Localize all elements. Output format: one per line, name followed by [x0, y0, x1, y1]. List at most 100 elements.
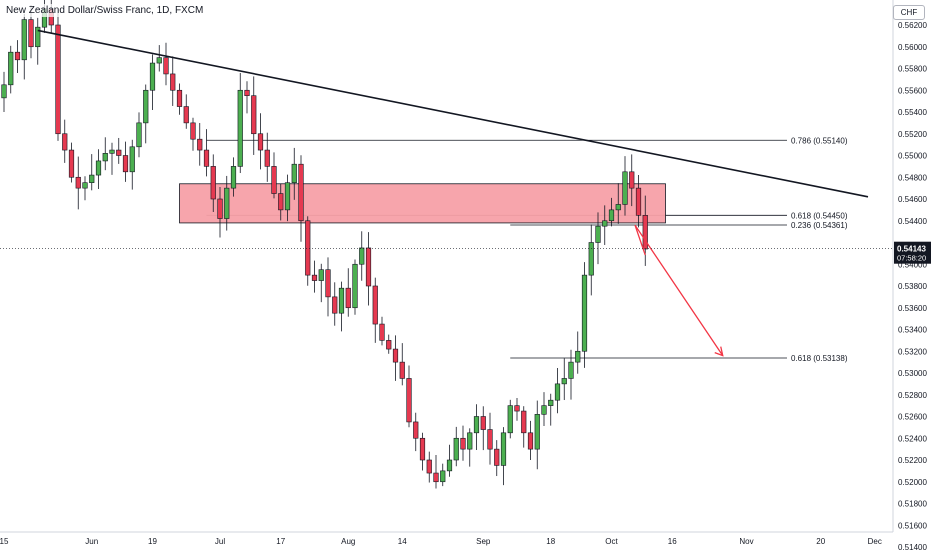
candle	[406, 365, 412, 428]
candle-body	[170, 73, 176, 91]
candle	[75, 156, 81, 210]
candle-body	[28, 19, 34, 48]
candle	[413, 412, 419, 452]
candle	[622, 156, 628, 216]
candle	[514, 398, 520, 421]
candle-body	[89, 174, 95, 183]
candle-body	[514, 405, 520, 412]
candle-body	[527, 432, 534, 450]
candle-body	[21, 19, 27, 61]
candle	[561, 358, 567, 401]
candle	[176, 83, 183, 115]
candle-body	[419, 437, 426, 461]
candle-body	[325, 269, 331, 298]
x-tick-label: Jul	[215, 537, 225, 546]
candle	[615, 183, 621, 224]
x-tick-label: 18	[546, 537, 555, 546]
candle-body	[446, 459, 453, 472]
candle-body	[129, 146, 135, 173]
candle-body	[453, 437, 459, 461]
x-tick-label: 20	[816, 537, 825, 546]
candle-body	[541, 405, 547, 415]
y-tick-label: 0.55200	[898, 130, 927, 139]
last-price-tag	[894, 241, 931, 264]
candle-body	[575, 350, 581, 363]
fib-level-label: 0.786 (0.55140)	[791, 136, 848, 145]
candle	[129, 139, 135, 190]
candle	[440, 463, 446, 487]
candle	[595, 212, 601, 265]
candle-body	[271, 166, 277, 194]
candle-body	[1, 84, 7, 99]
candle-body	[581, 274, 588, 352]
candle-body	[588, 242, 594, 276]
candle	[156, 45, 162, 72]
candle	[629, 154, 635, 207]
chart-title: New Zealand Dollar/Swiss Franc, 1D, FXCM	[4, 4, 206, 17]
candle	[345, 268, 351, 317]
x-tick-label: 14	[398, 537, 407, 546]
candle-body	[473, 416, 480, 434]
candle	[237, 72, 243, 174]
candle	[527, 420, 534, 461]
candle-body	[75, 176, 81, 189]
y-tick-label: 0.53000	[898, 369, 927, 378]
candle	[224, 175, 230, 231]
candle-body	[298, 163, 304, 222]
candle-body	[521, 410, 527, 434]
candle	[575, 331, 581, 374]
candle-body	[284, 182, 291, 211]
candle-body	[163, 57, 169, 75]
y-tick-label: 0.56000	[898, 43, 927, 52]
candle	[568, 349, 574, 400]
y-tick-label: 0.52400	[898, 434, 927, 443]
candle	[399, 343, 405, 386]
candle	[291, 147, 297, 200]
candle	[284, 174, 291, 222]
candle-body	[176, 89, 183, 107]
candle-body	[352, 263, 358, 309]
trend-line	[37, 29, 869, 198]
x-tick-label: Jun	[85, 537, 98, 546]
candle	[386, 334, 392, 354]
candle	[35, 17, 41, 65]
y-tick-label: 0.52200	[898, 456, 927, 465]
candle-body	[278, 193, 284, 211]
candle	[197, 122, 203, 166]
candle-body	[561, 378, 567, 385]
candle	[338, 281, 345, 332]
candle	[271, 152, 277, 199]
x-tick-label: Nov	[739, 537, 753, 546]
currency-badge[interactable]: CHF	[893, 5, 925, 20]
x-tick-label: Dec	[868, 537, 882, 546]
candle	[190, 117, 196, 151]
candle-body	[102, 153, 108, 162]
candle-body	[642, 215, 648, 250]
candle	[251, 76, 257, 155]
candle-body	[379, 323, 385, 341]
candle	[62, 119, 68, 163]
candle-body	[122, 155, 129, 173]
candle	[608, 197, 615, 227]
y-tick-label: 0.54000	[898, 260, 927, 269]
y-tick-label: 0.53600	[898, 304, 927, 313]
candle	[278, 183, 284, 221]
x-tick-label: 17	[276, 537, 285, 546]
candle	[419, 432, 426, 471]
candle	[602, 205, 608, 245]
candle	[365, 232, 372, 306]
candle	[588, 224, 594, 296]
candle-body	[467, 432, 473, 450]
candle-body	[62, 133, 68, 151]
candle	[143, 84, 149, 144]
projection-path	[634, 224, 724, 356]
candle-body	[237, 89, 243, 167]
candle-body	[68, 149, 75, 178]
candle	[55, 8, 61, 141]
candle-body	[440, 470, 446, 483]
candle-body	[534, 414, 540, 450]
x-tick-label: 15	[0, 537, 9, 546]
y-tick-label: 0.55400	[898, 108, 927, 117]
